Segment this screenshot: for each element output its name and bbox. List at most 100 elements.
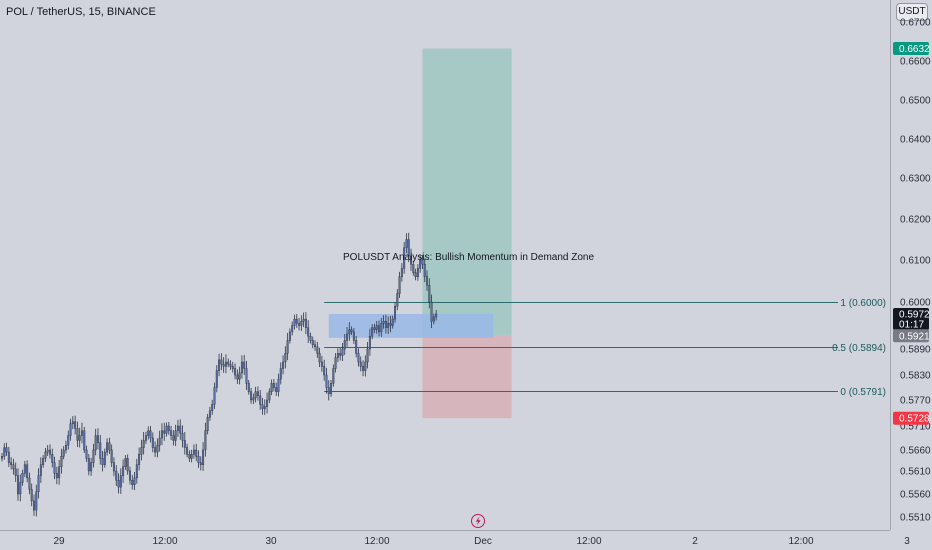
candle: [330, 380, 333, 397]
candle: [284, 346, 287, 369]
candle-body: [243, 361, 246, 369]
candle: [85, 445, 88, 462]
candle: [124, 455, 127, 470]
price-tick-label: 0.6400: [900, 135, 931, 146]
candle-body: [110, 449, 113, 463]
candle: [430, 294, 433, 328]
lightning-icon[interactable]: [471, 514, 485, 528]
candle-body: [364, 361, 367, 371]
candle: [288, 328, 291, 344]
candle: [28, 472, 31, 495]
candle: [213, 382, 216, 409]
price-tick-label: 0.5710: [900, 422, 931, 433]
candle-body: [16, 475, 19, 495]
candle: [300, 315, 303, 331]
candle: [14, 462, 17, 482]
candle-body: [51, 454, 54, 463]
candle: [384, 314, 387, 334]
price-tick-label: 0.5770: [900, 396, 931, 407]
candle-body: [327, 387, 330, 394]
candle-body: [357, 353, 360, 363]
candle: [32, 494, 35, 516]
candle-body: [48, 449, 51, 455]
candle: [218, 353, 221, 377]
candle-body: [55, 473, 58, 479]
fib-level-label: 0 (0.5791): [840, 387, 886, 398]
candle-body: [238, 372, 241, 380]
candle-body: [373, 327, 376, 330]
candle-body: [325, 374, 328, 388]
candle: [67, 430, 70, 450]
candle: [69, 418, 72, 441]
candle-body: [71, 421, 74, 425]
candle-body: [160, 430, 163, 439]
candle: [211, 399, 214, 415]
time-tick-label: 2: [692, 536, 698, 547]
candle: [421, 254, 424, 270]
candle-body: [149, 430, 152, 439]
time-tick-label: 12:00: [152, 536, 177, 547]
candle: [243, 354, 246, 375]
candle: [167, 422, 170, 435]
candle-body: [352, 331, 355, 341]
candle: [266, 392, 269, 414]
candle: [149, 425, 152, 443]
candle: [94, 428, 97, 456]
candles-layer: [1, 232, 438, 517]
candle-body: [42, 458, 45, 465]
candle-body: [323, 366, 326, 376]
candle: [208, 406, 211, 421]
candle-body: [256, 391, 259, 397]
zones-layer: [328, 48, 512, 419]
price-tick-label: 0.5890: [900, 345, 931, 356]
candle: [391, 315, 394, 329]
candle-body: [298, 323, 301, 326]
candle-body: [407, 239, 410, 257]
candle-body: [26, 464, 29, 479]
fib-level-label: 1 (0.6000): [840, 298, 886, 309]
candle-body: [78, 435, 81, 441]
stop-loss-price-badge-text: 0.5728: [899, 414, 930, 425]
candle: [142, 431, 145, 455]
candle-body: [318, 353, 321, 363]
candle: [373, 323, 376, 334]
candle: [138, 447, 141, 471]
time-tick-label: 12:00: [364, 536, 389, 547]
candle-body: [158, 437, 161, 446]
candle: [247, 380, 250, 395]
candle-body: [339, 353, 342, 356]
candle-body: [80, 430, 83, 436]
candle: [250, 387, 253, 404]
current-price-badge-bg: [893, 307, 929, 330]
candle-body: [341, 348, 344, 356]
time-tick-label: 12:00: [788, 536, 813, 547]
current-price-badge-text: 0.5972: [899, 309, 930, 320]
candle: [1, 452, 4, 462]
candle: [101, 451, 104, 472]
candle-body: [133, 477, 136, 485]
candle-body: [138, 454, 141, 465]
time-tick-label: 30: [265, 536, 277, 547]
candle: [366, 341, 369, 369]
candle-body: [76, 428, 79, 441]
candle: [140, 439, 143, 461]
currency-button[interactable]: USDT: [896, 3, 928, 21]
candle: [355, 336, 358, 358]
candle: [227, 358, 230, 368]
candle: [268, 388, 271, 404]
candle-body: [247, 383, 250, 392]
price-tick-label: 0.6700: [900, 18, 931, 29]
candle: [206, 413, 209, 435]
candle: [364, 355, 367, 377]
candle-body: [119, 475, 122, 488]
candle: [37, 468, 40, 499]
candle-body: [122, 466, 125, 476]
candle-body: [190, 454, 193, 459]
candle: [320, 355, 323, 372]
candle: [10, 457, 13, 470]
price-tick-label: 0.5560: [900, 490, 931, 501]
candle: [423, 258, 426, 283]
candle-body: [270, 383, 273, 392]
candle-body: [60, 456, 63, 467]
